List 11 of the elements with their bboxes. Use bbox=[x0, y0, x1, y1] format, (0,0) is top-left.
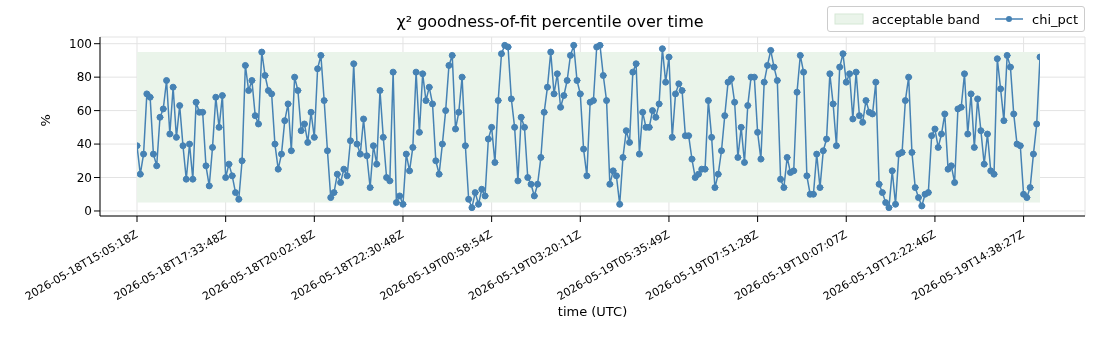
y-tick-label: 40 bbox=[76, 137, 92, 152]
y-tick-label: 100 bbox=[69, 36, 92, 51]
chart-title: χ² goodness-of-fit percentile over time bbox=[396, 12, 704, 31]
y-tick-label: 80 bbox=[76, 70, 92, 85]
x-axis-title: time (UTC) bbox=[557, 304, 628, 319]
y-tick-label: 60 bbox=[76, 103, 92, 118]
y-tick-label: 0 bbox=[84, 204, 92, 219]
legend-label: chi_pct bbox=[1032, 11, 1078, 27]
y-axis-title: % bbox=[37, 114, 53, 127]
y-tick-label: 20 bbox=[76, 170, 92, 185]
band-label: acceptable band bbox=[871, 11, 980, 27]
